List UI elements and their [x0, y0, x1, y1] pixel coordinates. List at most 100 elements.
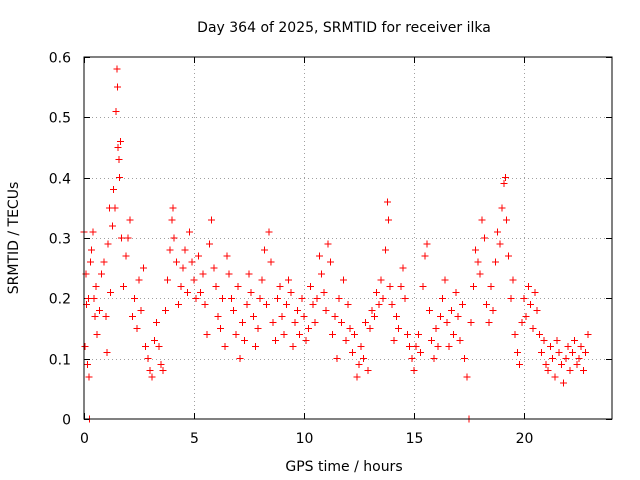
data-point: [135, 276, 143, 284]
data-point: [320, 288, 328, 296]
x-tick-label: 20: [516, 431, 534, 447]
data-point: [98, 270, 106, 278]
data-point: [480, 234, 488, 242]
data-point: [447, 306, 455, 314]
data-point: [379, 294, 387, 302]
data-point: [282, 300, 290, 308]
data-point: [221, 343, 229, 351]
data-point: [568, 349, 576, 357]
data-point: [197, 288, 205, 296]
data-point: [258, 276, 266, 284]
data-point: [478, 216, 486, 224]
data-point: [238, 318, 246, 326]
data-point: [263, 300, 271, 308]
data-point: [582, 349, 590, 357]
data-point: [114, 144, 122, 151]
y-tick-label: 0.2: [49, 292, 71, 308]
data-point: [353, 373, 361, 381]
data-point: [573, 361, 581, 369]
data-point: [564, 343, 572, 351]
data-point: [293, 306, 301, 314]
data-point: [157, 361, 165, 369]
data-point: [351, 331, 359, 339]
data-point: [169, 204, 177, 212]
data-point: [315, 252, 323, 260]
data-point: [296, 331, 304, 339]
data-point: [188, 258, 196, 266]
data-point: [144, 355, 152, 363]
data-point: [362, 318, 370, 326]
data-point: [491, 258, 499, 266]
data-point: [164, 276, 172, 284]
data-point: [498, 204, 506, 212]
data-point: [577, 343, 585, 351]
data-point: [190, 276, 198, 284]
data-point: [544, 367, 552, 375]
data-point: [377, 276, 385, 284]
data-point: [103, 349, 111, 357]
data-point: [483, 300, 491, 308]
data-point: [472, 246, 480, 254]
data-point: [117, 234, 125, 242]
data-point: [533, 306, 541, 314]
y-tick-label: 0.4: [49, 172, 71, 188]
data-point: [456, 337, 464, 345]
data-point: [150, 337, 158, 345]
data-point: [579, 367, 587, 375]
data-point: [278, 312, 286, 320]
data-point: [112, 107, 120, 115]
data-point: [285, 276, 293, 284]
data-point: [223, 252, 231, 260]
data-point: [368, 306, 376, 314]
data-point: [219, 294, 227, 302]
data-point: [386, 282, 394, 290]
x-tick-label: 0: [80, 431, 89, 447]
data-point: [445, 343, 453, 351]
data-point: [106, 288, 114, 296]
data-point: [501, 174, 509, 182]
data-point: [243, 300, 251, 308]
data-point: [434, 343, 442, 351]
data-point: [172, 258, 180, 266]
data-point: [329, 331, 337, 339]
data-point: [192, 294, 200, 302]
data-point: [113, 65, 121, 73]
data-point: [177, 282, 185, 290]
data-point: [326, 258, 334, 266]
data-point: [555, 349, 563, 357]
data-point: [133, 325, 141, 332]
data-point: [212, 282, 220, 290]
data-point: [241, 337, 249, 345]
data-point: [370, 312, 378, 320]
data-point: [469, 282, 477, 290]
data-point: [116, 137, 124, 145]
data-point: [227, 294, 235, 302]
data-point: [401, 294, 409, 302]
data-point: [430, 355, 438, 363]
data-point: [384, 198, 392, 206]
data-point: [467, 318, 475, 326]
data-point: [562, 355, 570, 363]
data-point: [254, 325, 262, 332]
data-point: [505, 252, 513, 260]
data-point: [269, 318, 277, 326]
data-point: [507, 294, 515, 302]
data-point: [331, 312, 339, 320]
data-point: [463, 373, 471, 381]
y-tick-label: 0.1: [49, 353, 71, 369]
data-point: [230, 306, 238, 314]
data-point: [234, 282, 242, 290]
data-point: [289, 343, 297, 351]
data-point: [342, 337, 350, 345]
data-point: [91, 312, 99, 320]
data-point: [450, 331, 458, 339]
data-point: [452, 288, 460, 296]
data-point: [333, 355, 341, 363]
data-point: [85, 373, 93, 381]
data-point: [311, 318, 319, 326]
data-point: [179, 264, 187, 272]
data-point: [575, 355, 583, 363]
data-point: [436, 312, 444, 320]
data-point: [256, 294, 264, 302]
data-point: [137, 306, 145, 314]
